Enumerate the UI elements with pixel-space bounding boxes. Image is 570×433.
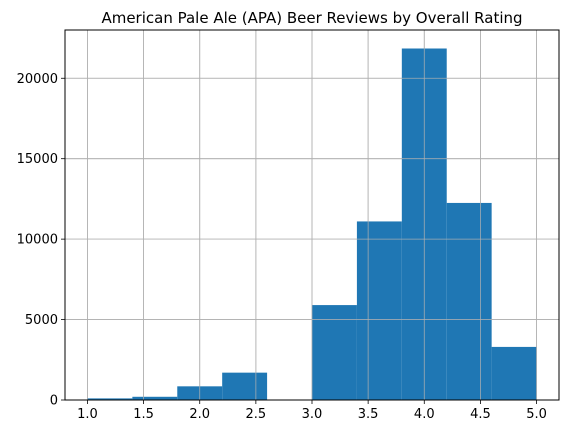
y-tick-label: 0: [50, 394, 58, 409]
y-tick-label: 15000: [17, 152, 58, 167]
histogram-bar: [87, 398, 133, 400]
x-axis: 1.0 1.5 2.0 2.5 3.0 3.5 4.0 4.5 5.0: [77, 400, 547, 422]
histogram-bar: [446, 202, 492, 400]
histogram-bar: [491, 346, 537, 400]
chart-title: American Pale Ale (APA) Beer Reviews by …: [101, 9, 522, 27]
histogram-bar: [312, 305, 357, 400]
x-tick-label: 2.0: [189, 407, 210, 422]
y-axis: 0 5000 10000 15000 20000: [17, 72, 65, 409]
x-tick-label: 2.5: [246, 407, 267, 422]
x-tick-label: 4.0: [414, 407, 435, 422]
x-tick-label: 1.5: [133, 407, 154, 422]
x-tick-label: 5.0: [526, 407, 547, 422]
y-tick-label: 10000: [17, 233, 58, 248]
histogram-bar: [132, 396, 178, 400]
y-tick-label: 5000: [25, 313, 58, 328]
histogram-bar: [356, 221, 402, 400]
histogram-bar: [222, 372, 268, 400]
x-tick-label: 3.5: [358, 407, 379, 422]
x-tick-label: 1.0: [77, 407, 98, 422]
x-tick-label: 4.5: [470, 407, 491, 422]
grid-overlay: [65, 30, 559, 401]
x-tick-label: 3.0: [302, 407, 323, 422]
y-tick-label: 20000: [17, 72, 58, 87]
